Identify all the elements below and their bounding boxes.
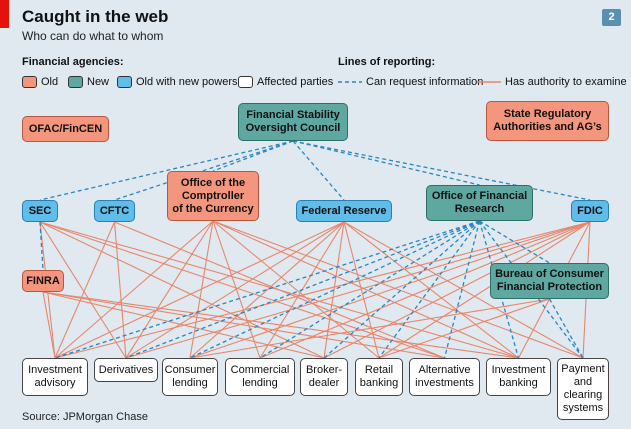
authority-line-sec-a2 [39,221,127,359]
info-line-ofr-a3 [189,220,480,359]
authority-line-fdic-a6 [378,221,591,359]
authority-line-bcfp-a6 [378,298,550,359]
legend-owp-label: Old with new powers [136,76,238,88]
source-note: Source: JPMorgan Chase [22,411,148,423]
authority-line-finra-a7 [42,291,445,359]
node-office-of-financial-research: Office of Financial Research [426,185,533,221]
info-line-fsoc-sec [39,140,294,201]
node-finra: FINRA [22,270,64,292]
node-retail-banking: Retail banking [355,358,403,396]
legend-info-label: Can request information [366,76,484,88]
legend-authority-line-icon [477,81,501,83]
legend-agencies-heading: Financial agencies: [22,56,124,68]
brand-bar [0,0,9,28]
node-state-regulatory-authorities: State Regulatory Authorities and AG’s [486,101,609,141]
node-alternative-investments: Alternative investments [409,358,480,396]
legend-owp-swatch [117,76,132,88]
authority-line-bcfp-a3 [189,298,550,359]
legend-info-line-icon [338,81,362,83]
info-line-ofr-a2 [125,220,480,359]
legend-old-swatch [22,76,37,88]
authority-line-fed-a6 [343,221,380,359]
authority-line-fdic-a5 [323,221,591,359]
authority-line-occ-a2 [125,220,214,359]
info-line-fsoc-fed [292,140,345,201]
chart-title: Caught in the web [22,7,169,26]
info-line-fsoc-ofr [292,140,480,186]
node-investment-banking: Investment banking [486,358,551,396]
node-ofac-fincen: OFAC/FinCEN [22,116,109,142]
authority-line-finra-a8 [42,291,519,359]
legend-new-swatch [68,76,83,88]
node-commercial-lending: Commercial lending [225,358,295,396]
node-investment-advisory: Investment advisory [22,358,88,396]
authority-line-occ-a9 [212,220,584,359]
authority-line-fdic-a1 [54,221,591,359]
node-bureau-of-consumer-financial-protection: Bureau of Consumer Financial Protection [490,263,609,299]
authority-line-cftc-a1 [54,221,116,359]
info-line-ofr-a5 [323,220,480,359]
authority-line-cftc-a7 [114,221,445,359]
authority-line-fed-a3 [189,221,345,359]
authority-line-fed-a2 [125,221,345,359]
node-derivatives: Derivatives [94,358,158,382]
authority-line-fed-a9 [343,221,584,359]
authority-line-finra-a1 [42,291,56,359]
info-line-fsoc-occ [212,140,294,172]
authority-line-sec-a7 [39,221,445,359]
authority-line-fed-a8 [343,221,519,359]
legend-reporting-heading: Lines of reporting: [338,56,436,68]
node-sec: SEC [22,200,58,222]
node-fdic: FDIC [571,200,609,222]
authority-line-fdic-a2 [125,221,591,359]
node-broker-dealer: Broker- dealer [300,358,348,396]
legend-affected-swatch [238,76,253,88]
authority-line-fdic-a4 [259,221,591,359]
info-line-fsoc-cftc [114,140,294,201]
node-office-of-the-comptroller: Office of the Comptroller of the Currenc… [167,171,259,221]
authority-line-occ-a8 [212,220,519,359]
legend-new-label: New [87,76,110,88]
node-financial-stability-oversight-council: Financial Stability Oversight Council [238,103,348,141]
legend-affected-label: Affected parties [257,76,334,88]
legend-old-label: Old [41,76,59,88]
info-line-ofr-a6 [378,220,481,359]
info-line-ofr-a4 [259,220,480,359]
info-line-ofr-a1 [54,220,480,359]
info-line-bcfp-a9 [548,298,584,359]
authority-line-sec-a5 [39,221,325,359]
authority-line-occ-a1 [54,220,214,359]
chart-subtitle: Who can do what to whom [22,29,164,43]
authority-line-fdic-a3 [189,221,591,359]
page-number-badge: 2 [602,9,621,26]
node-cftc: CFTC [94,200,135,222]
node-federal-reserve: Federal Reserve [296,200,392,222]
node-consumer-lending: Consumer lending [162,358,218,396]
info-line-fsoc-fdic [292,140,591,201]
info-line-sec-finra [39,221,44,271]
node-payment-and-clearing-systems: Payment and clearing systems [557,358,609,420]
info-line-ofr-a7 [443,220,481,359]
legend-authority-label: Has authority to examine [505,76,627,88]
authority-line-fed-a1 [54,221,345,359]
